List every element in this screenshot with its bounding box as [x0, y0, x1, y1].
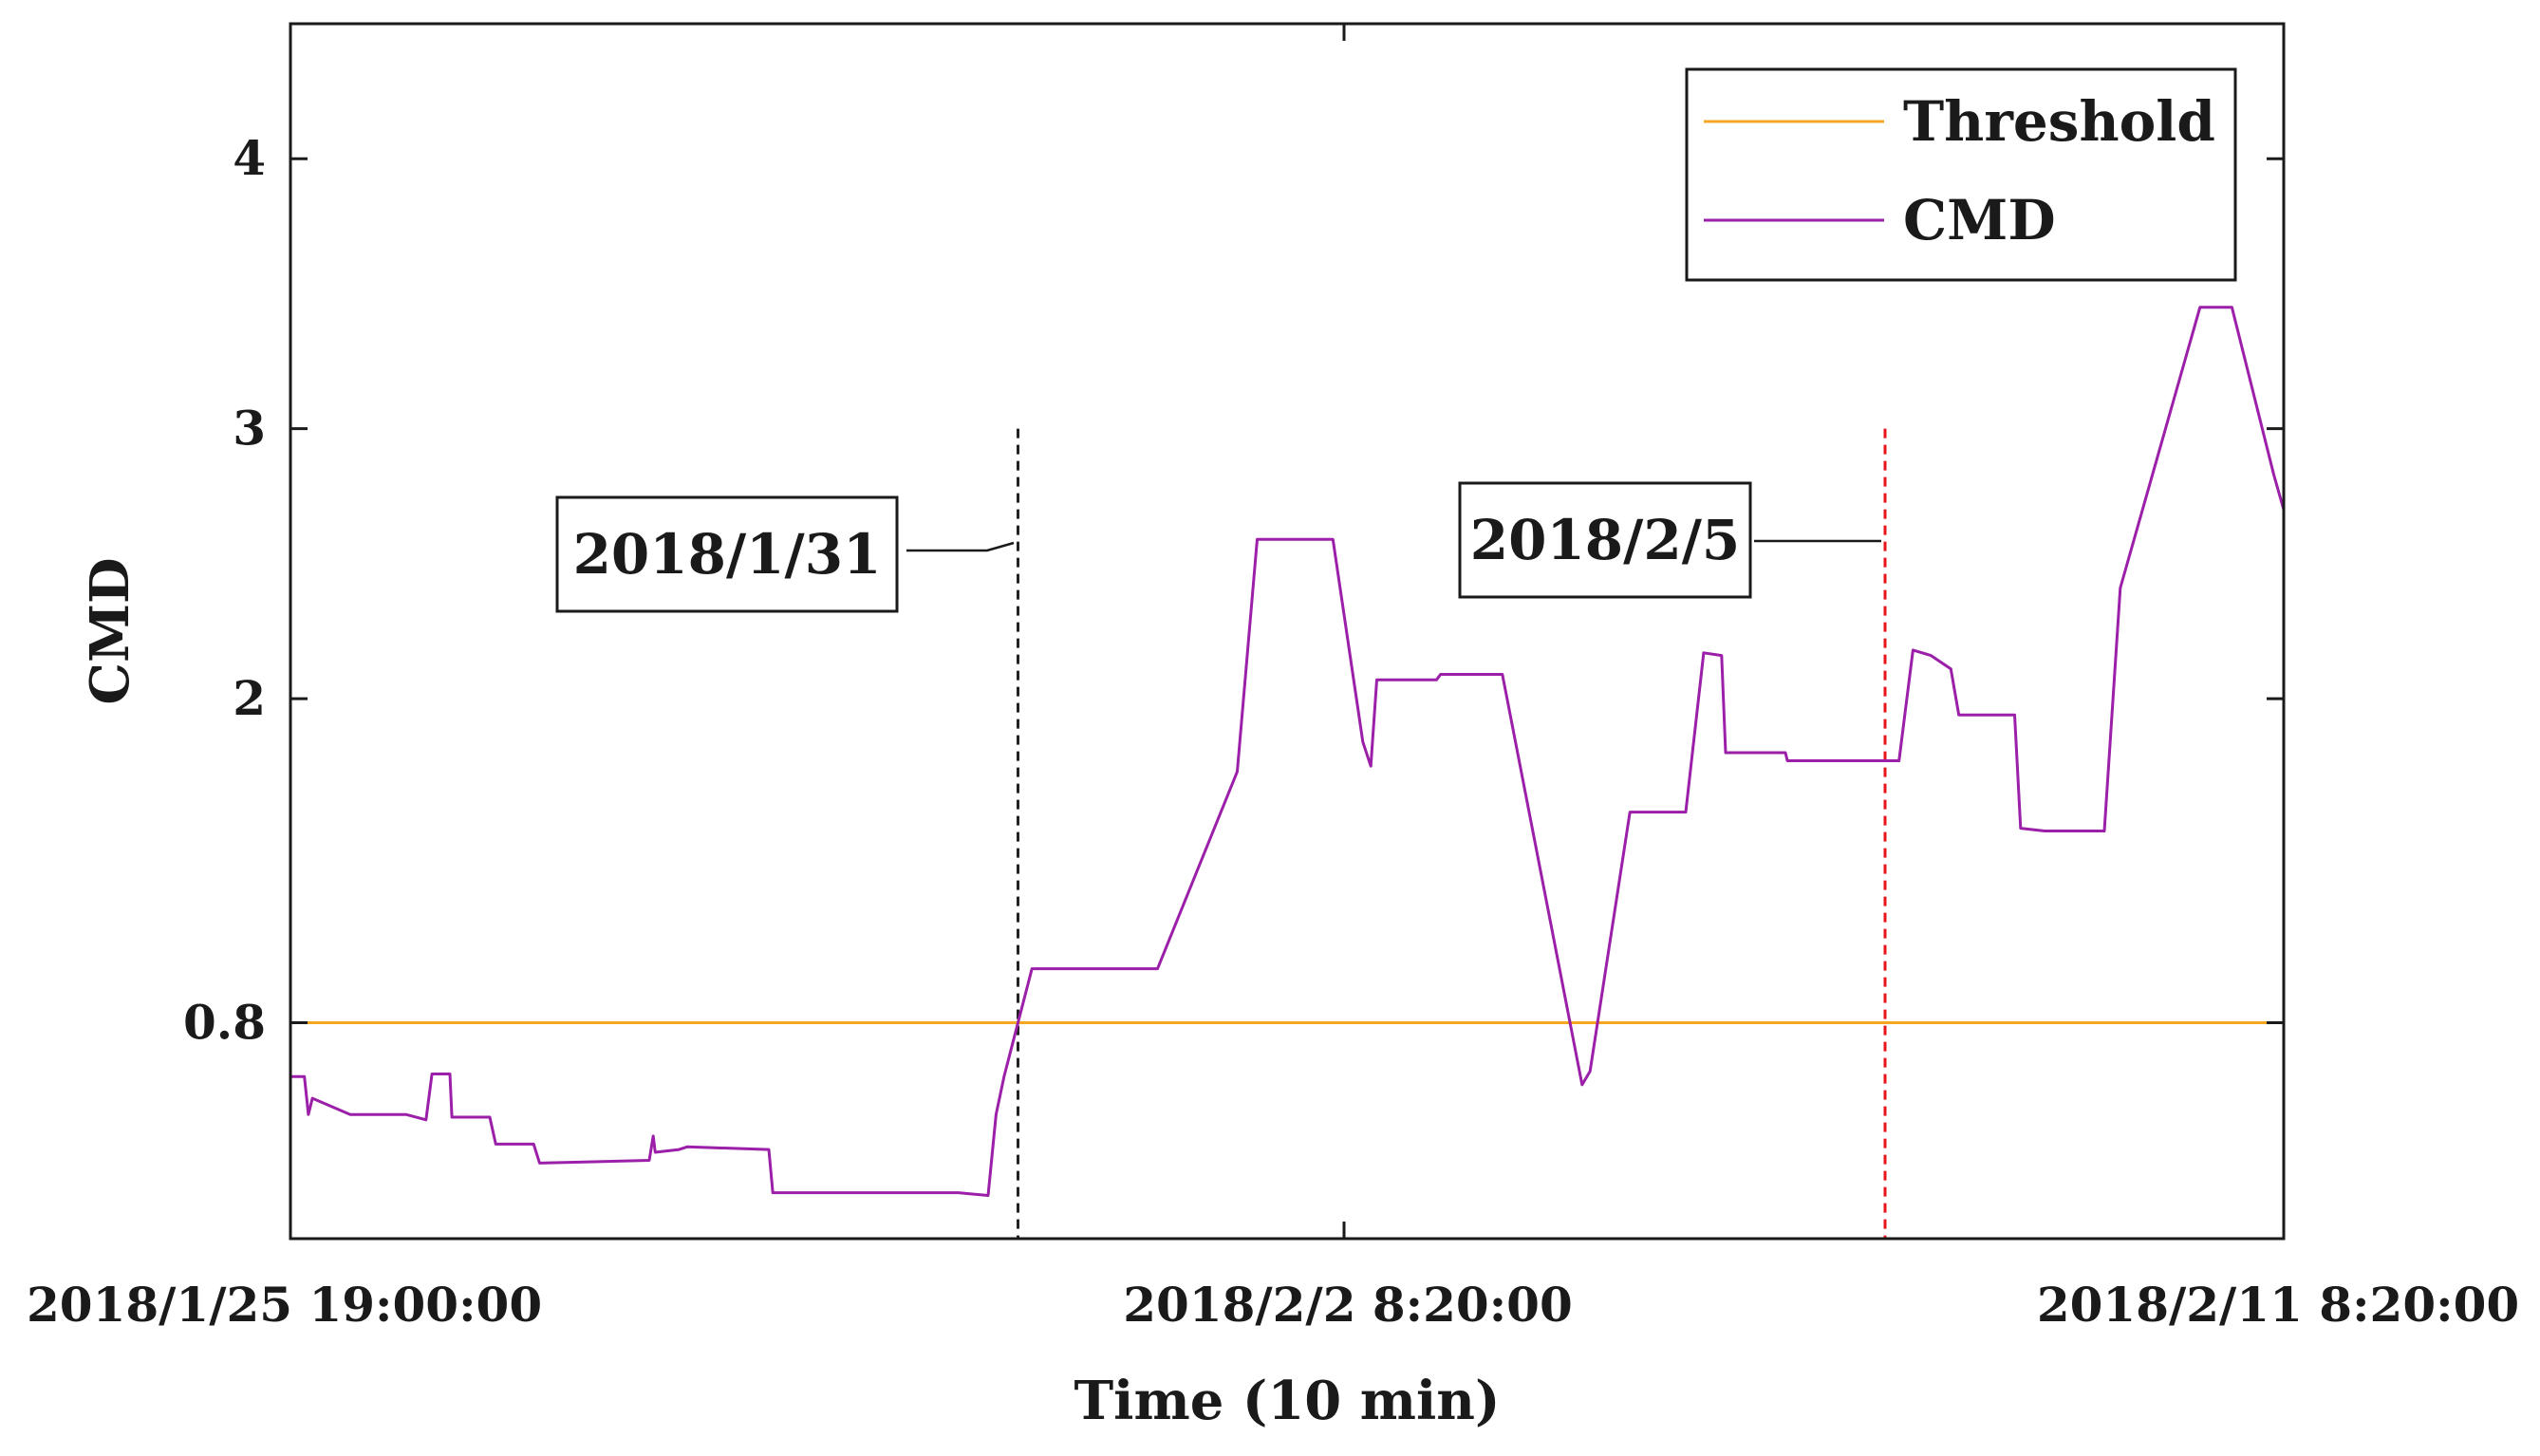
event-callout-label-0: 2018/1/31 — [573, 522, 882, 587]
event-callout-box-0 — [555, 495, 899, 613]
legend: Threshold CMD — [1685, 67, 2237, 282]
plot-marks — [290, 306, 2286, 1239]
axis-ticks — [290, 24, 2284, 1239]
legend-box — [1685, 67, 2237, 282]
y-tick-label: 2 — [233, 670, 266, 726]
event-callout-label-1: 2018/2/5 — [1470, 508, 1741, 572]
event-callout-leader-0 — [906, 541, 1015, 552]
plot-frame — [289, 22, 2286, 1241]
y-tick-label: 4 — [233, 130, 266, 186]
legend-label-cmd: CMD — [1903, 188, 2056, 252]
series-line-cmd — [290, 306, 2286, 1197]
legend-label-threshold: Threshold — [1903, 89, 2215, 154]
x-axis-title: Time (10 min) — [1074, 1370, 1501, 1432]
y-tick-label: 3 — [233, 401, 266, 457]
y-axis-title: CMD — [79, 557, 141, 704]
event-callout-box-1 — [1458, 481, 1752, 599]
y-tick-label: 0.8 — [183, 994, 266, 1050]
x-tick-label: 2018/2/11 8:20:00 — [2037, 1277, 2519, 1333]
event-callouts: 2018/1/31 2018/2/5 — [555, 481, 1881, 613]
x-tick-label: 2018/1/25 19:00:00 — [27, 1277, 542, 1333]
tick-labels: 0.8 2 3 4 2018/1/25 19:00:00 2018/2/2 8:20:00… — [27, 130, 2519, 1333]
x-tick-label: 2018/2/2 8:20:00 — [1123, 1277, 1573, 1333]
